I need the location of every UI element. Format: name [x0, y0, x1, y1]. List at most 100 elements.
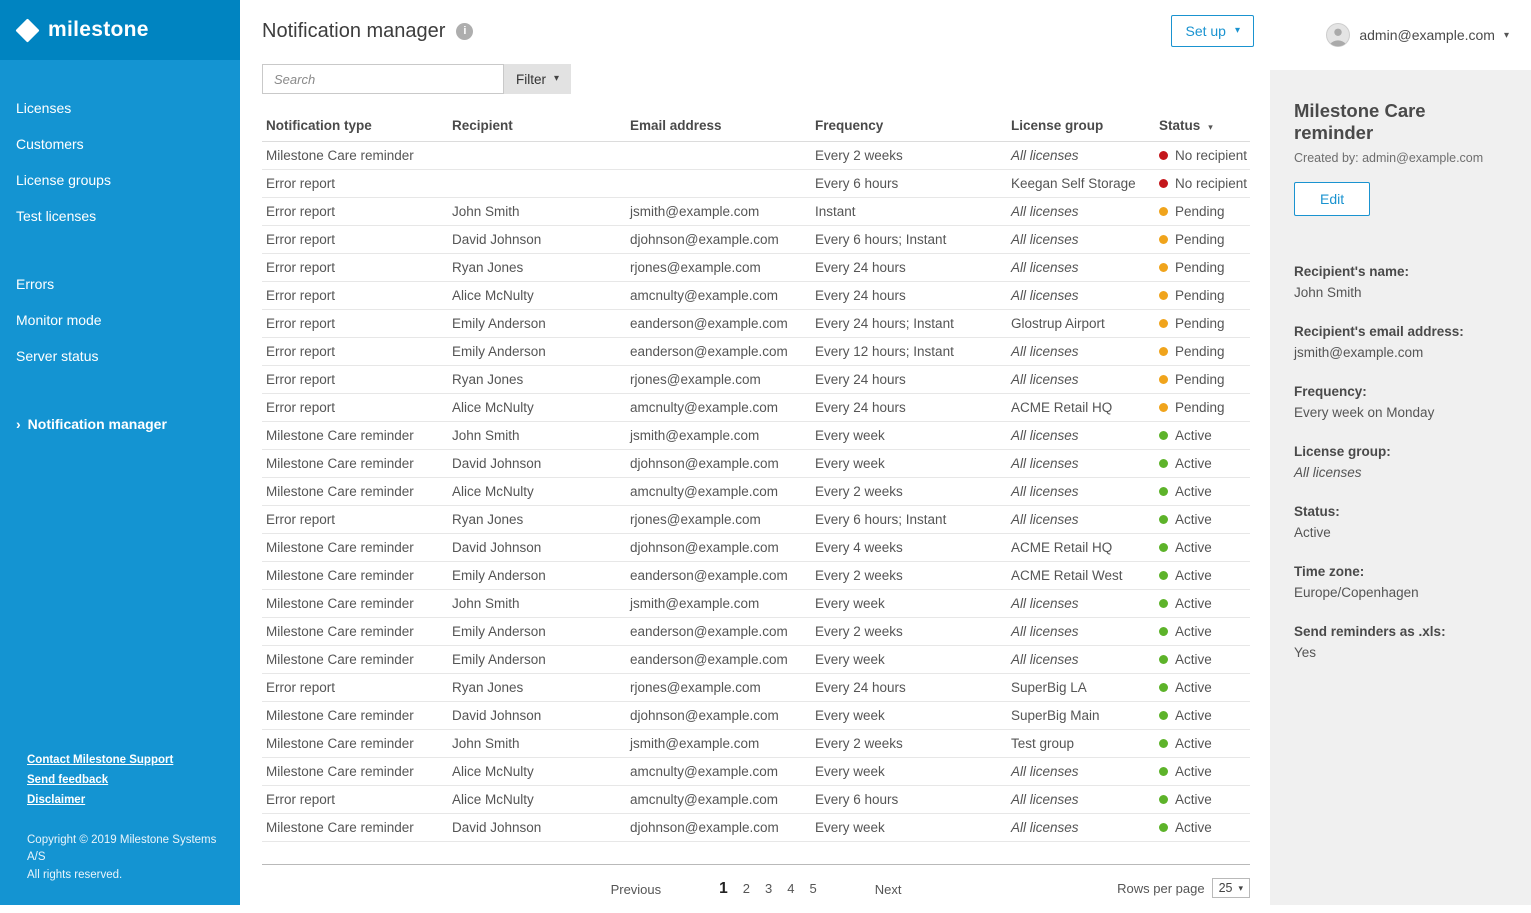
cell-status: Pending [1155, 309, 1250, 338]
table-row[interactable]: Milestone Care reminder Emily Anderson ean… [262, 617, 1250, 646]
sidebar-item-label: Test licenses [16, 208, 97, 224]
detail-field-value: Europe/Copenhagen [1294, 585, 1419, 600]
cell-notification-type: Milestone Care reminder [262, 701, 448, 730]
table-row[interactable]: Error report John Smith jsmith@example.com… [262, 197, 1250, 226]
table-row[interactable]: Error report Every 6 hours Keegan Self Sto… [262, 169, 1250, 198]
status-label: Active [1175, 596, 1212, 611]
sidebar-item-licenses[interactable]: Licenses [0, 90, 240, 126]
column-header-email-address[interactable]: Email address [626, 111, 811, 142]
table-row[interactable]: Milestone Care reminder David Johnson djoh… [262, 533, 1250, 562]
status-dot-icon [1159, 598, 1168, 608]
table-row[interactable]: Error report Alice McNulty amcnulty@exampl… [262, 785, 1250, 814]
cell-frequency: Every 24 hours [811, 365, 1007, 394]
status-label: Active [1175, 512, 1212, 527]
page-4[interactable]: 4 [787, 881, 795, 896]
footer-link-disclaimer[interactable]: Disclaimer [27, 793, 86, 806]
sidebar-item-server-status[interactable]: Server status [0, 338, 240, 374]
cell-recipient: David Johnson [448, 449, 626, 478]
page-5[interactable]: 5 [809, 881, 817, 896]
cell-frequency: Every week [811, 701, 1007, 730]
detail-field-value: All licenses [1294, 465, 1362, 480]
set-up-label: Set up [1185, 23, 1226, 39]
cell-notification-type: Milestone Care reminder [262, 645, 448, 674]
table-row[interactable]: Milestone Care reminder David Johnson djoh… [262, 701, 1250, 730]
status-dot-icon [1159, 234, 1168, 244]
table-row[interactable]: Milestone Care reminder Alice McNulty amcn… [262, 477, 1250, 506]
table-row[interactable]: Error report Alice McNulty amcnulty@exampl… [262, 393, 1250, 422]
column-header-notification-type[interactable]: Notification type [262, 111, 448, 142]
cell-status: Active [1155, 617, 1250, 646]
sidebar-item-notification-manager[interactable]: › Notification manager [0, 406, 240, 442]
detail-field-frequency: Frequency: Every week on Monday [1294, 384, 1507, 420]
table-row[interactable]: Error report Alice McNulty amcnulty@exampl… [262, 281, 1250, 310]
set-up-button[interactable]: Set up ▾ [1171, 15, 1254, 47]
column-header-license-group[interactable]: License group [1007, 111, 1155, 142]
status-dot-icon [1159, 346, 1168, 356]
rows-per-page-value: 25 [1218, 881, 1233, 895]
table-row[interactable]: Error report Emily Anderson eanderson@exam… [262, 309, 1250, 338]
page-1[interactable]: 1 [719, 880, 728, 897]
cell-license-group: SuperBig LA [1007, 673, 1155, 702]
sidebar-item-errors[interactable]: Errors [0, 266, 240, 302]
table-header-row: Notification type Recipient Email address F… [262, 111, 1250, 142]
status-label: Active [1175, 708, 1212, 723]
cell-recipient: Alice McNulty [448, 477, 626, 506]
table-row[interactable]: Error report Ryan Jones rjones@example.com… [262, 365, 1250, 394]
status-label: Pending [1175, 400, 1225, 415]
column-header-status[interactable]: Status ▾ [1155, 111, 1250, 142]
status-dot-icon [1159, 766, 1168, 776]
account-email: admin@example.com [1359, 27, 1495, 43]
footer-link-send-feedback[interactable]: Send feedback [27, 773, 109, 786]
table-row[interactable]: Milestone Care reminder David Johnson djoh… [262, 813, 1250, 842]
table-row[interactable]: Error report Ryan Jones rjones@example.com… [262, 673, 1250, 702]
table-row[interactable]: Error report Ryan Jones rjones@example.com… [262, 505, 1250, 534]
footer-link-contact-milestone-support[interactable]: Contact Milestone Support [27, 753, 174, 766]
info-icon[interactable]: i [456, 22, 474, 40]
sidebar-item-monitor-mode[interactable]: Monitor mode [0, 302, 240, 338]
account-menu[interactable]: admin@example.com ▾ [1326, 23, 1509, 47]
column-header-frequency[interactable]: Frequency [811, 111, 1007, 142]
filter-button[interactable]: Filter ▾ [504, 64, 572, 94]
rows-per-page-select[interactable]: 25 ▾ [1211, 878, 1250, 898]
table-row[interactable]: Milestone Care reminder John Smith jsmith@… [262, 729, 1250, 758]
table-row[interactable]: Milestone Care reminder David Johnson djoh… [262, 449, 1250, 478]
table-row[interactable]: Error report David Johnson djohnson@exampl… [262, 225, 1250, 254]
edit-button[interactable]: Edit [1294, 182, 1371, 216]
cell-frequency: Every 2 weeks [811, 141, 1007, 170]
sidebar-item-customers[interactable]: Customers [0, 126, 240, 162]
table-row[interactable]: Milestone Care reminder Emily Anderson ean… [262, 561, 1250, 590]
previous-page-button[interactable]: Previous [610, 881, 662, 897]
milestone-logo[interactable]: milestone [0, 0, 240, 60]
cell-email: djohnson@example.com [626, 701, 811, 730]
table-row[interactable]: Error report Emily Anderson eanderson@exam… [262, 337, 1250, 366]
cell-email: rjones@example.com [626, 365, 811, 394]
cell-notification-type: Error report [262, 673, 448, 702]
sidebar: milestone Licenses Customers License group… [0, 0, 240, 905]
status-dot-icon [1159, 542, 1168, 552]
column-header-recipient[interactable]: Recipient [448, 111, 626, 142]
table-row[interactable]: Milestone Care reminder Every 2 weeks All … [262, 141, 1250, 170]
cell-recipient: Alice McNulty [448, 757, 626, 786]
table-row[interactable]: Error report Ryan Jones rjones@example.com… [262, 253, 1250, 282]
table-row[interactable]: Milestone Care reminder John Smith jsmith@… [262, 421, 1250, 450]
cell-status: Active [1155, 729, 1250, 758]
table-row[interactable]: Milestone Care reminder Emily Anderson ean… [262, 645, 1250, 674]
sidebar-item-license-groups[interactable]: License groups [0, 162, 240, 198]
sidebar-footer: Contact Milestone Support Send feedback Di… [27, 754, 232, 885]
page-3[interactable]: 3 [765, 881, 773, 896]
table-row[interactable]: Milestone Care reminder Alice McNulty amcn… [262, 757, 1250, 786]
cell-license-group: Keegan Self Storage [1007, 169, 1155, 198]
milestone-diamond-icon [15, 17, 40, 43]
sidebar-item-test-licenses[interactable]: Test licenses [0, 198, 240, 234]
detail-title: Milestone Care reminder [1294, 100, 1426, 143]
page-2[interactable]: 2 [742, 881, 750, 896]
next-page-button[interactable]: Next [874, 881, 902, 897]
search-input[interactable] [262, 64, 504, 94]
detail-field-value: Every week on Monday [1294, 405, 1435, 420]
cell-frequency: Every 2 weeks [811, 561, 1007, 590]
table-row[interactable]: Milestone Care reminder John Smith jsmith@… [262, 589, 1250, 618]
cell-notification-type: Error report [262, 309, 448, 338]
cell-status: No recipient [1155, 141, 1250, 170]
cell-notification-type: Error report [262, 785, 448, 814]
